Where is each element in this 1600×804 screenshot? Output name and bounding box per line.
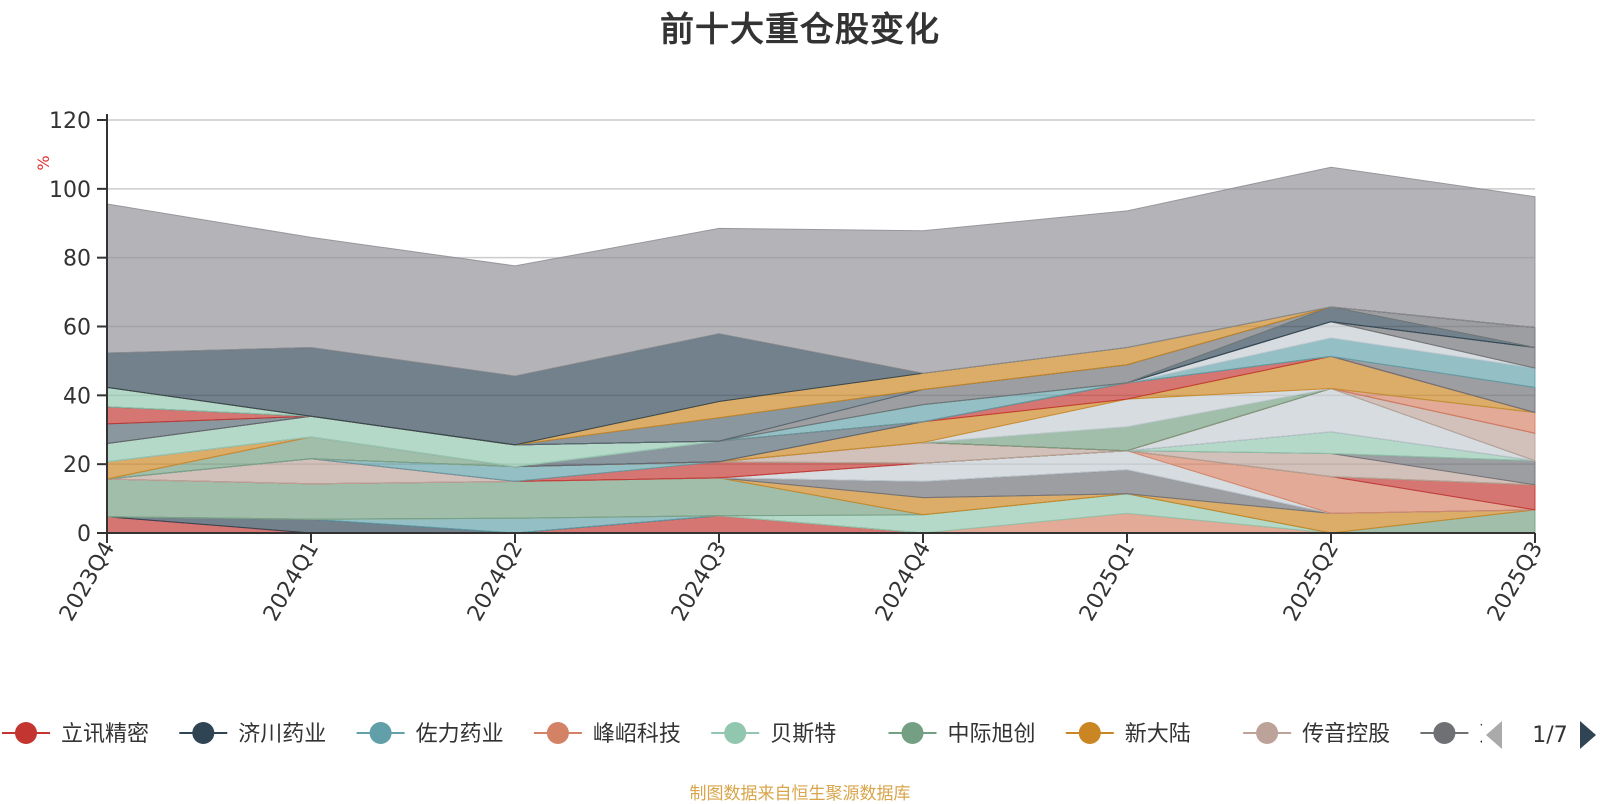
legend-item[interactable]: 济川药业 <box>179 722 326 747</box>
legend-item[interactable]: 传音控股 <box>1243 722 1390 747</box>
legend-item[interactable]: 万兴科 <box>1420 722 1545 747</box>
legend-marker <box>1078 722 1101 744</box>
legend-label: 万兴科 <box>1479 722 1545 747</box>
legend-label: 传音控股 <box>1302 722 1390 747</box>
legend-marker <box>369 722 392 744</box>
legend-label: 立讯精密 <box>61 722 149 747</box>
x-tick-label: 2024Q2 <box>463 538 528 626</box>
legend-page-indicator: 1/7 <box>1532 723 1567 748</box>
legend-label: 峰岹科技 <box>593 722 681 747</box>
x-tick-label: 2025Q2 <box>1279 538 1344 626</box>
legend-prev-icon[interactable] <box>1486 721 1502 749</box>
x-tick-label: 2025Q3 <box>1483 538 1548 626</box>
legend-marker <box>15 722 37 744</box>
x-tick-label: 2023Q4 <box>55 538 120 626</box>
area-series-layer <box>106 166 1536 534</box>
y-tick-label: 40 <box>63 384 91 409</box>
x-tick-label: 2024Q4 <box>871 538 936 626</box>
legend-item[interactable]: 贝斯特 <box>711 722 836 747</box>
chart-title: 前十大重仓股变化 <box>660 10 940 50</box>
y-tick-label: 0 <box>77 522 91 547</box>
legend-marker <box>1433 722 1456 744</box>
legend-item[interactable]: 佐力药业 <box>356 722 504 747</box>
x-tick-label: 2024Q3 <box>667 538 732 626</box>
legend-item[interactable]: 新大陆 <box>1065 722 1191 747</box>
legend-marker <box>192 722 215 744</box>
area-series[interactable] <box>106 166 1536 377</box>
y-tick-label: 60 <box>63 316 91 341</box>
y-tick-label: 80 <box>63 247 91 272</box>
legend-marker <box>546 722 569 744</box>
legend-marker <box>901 722 924 744</box>
x-tick-label: 2025Q1 <box>1075 538 1140 626</box>
y-axis-label: % <box>34 155 53 170</box>
x-tick-label: 2024Q1 <box>259 538 324 626</box>
legend-next-icon[interactable] <box>1580 721 1596 749</box>
y-tick-label: 20 <box>63 453 91 478</box>
y-tick-label: 100 <box>49 178 91 203</box>
legend-item[interactable]: 峰岹科技 <box>533 722 681 747</box>
legend-marker <box>1256 722 1279 744</box>
legend-item[interactable]: 中际旭创 <box>888 722 1036 747</box>
source-note: 制图数据来自恒生聚源数据库 <box>689 784 911 804</box>
legend-items: 立讯精密 济川药业 佐力药业 峰岹科技 贝斯特 中际旭创 新大陆 传音控股 万兴科 <box>2 722 1545 747</box>
y-tick-label: 120 <box>49 109 91 134</box>
legend-item[interactable]: 立讯精密 <box>2 722 149 747</box>
legend-label: 济川药业 <box>238 722 326 747</box>
legend-label: 贝斯特 <box>770 722 836 747</box>
legend-label: 中际旭创 <box>948 722 1036 747</box>
legend-label: 佐力药业 <box>416 722 504 747</box>
legend-label: 新大陆 <box>1125 722 1191 747</box>
legend-marker <box>724 722 747 744</box>
